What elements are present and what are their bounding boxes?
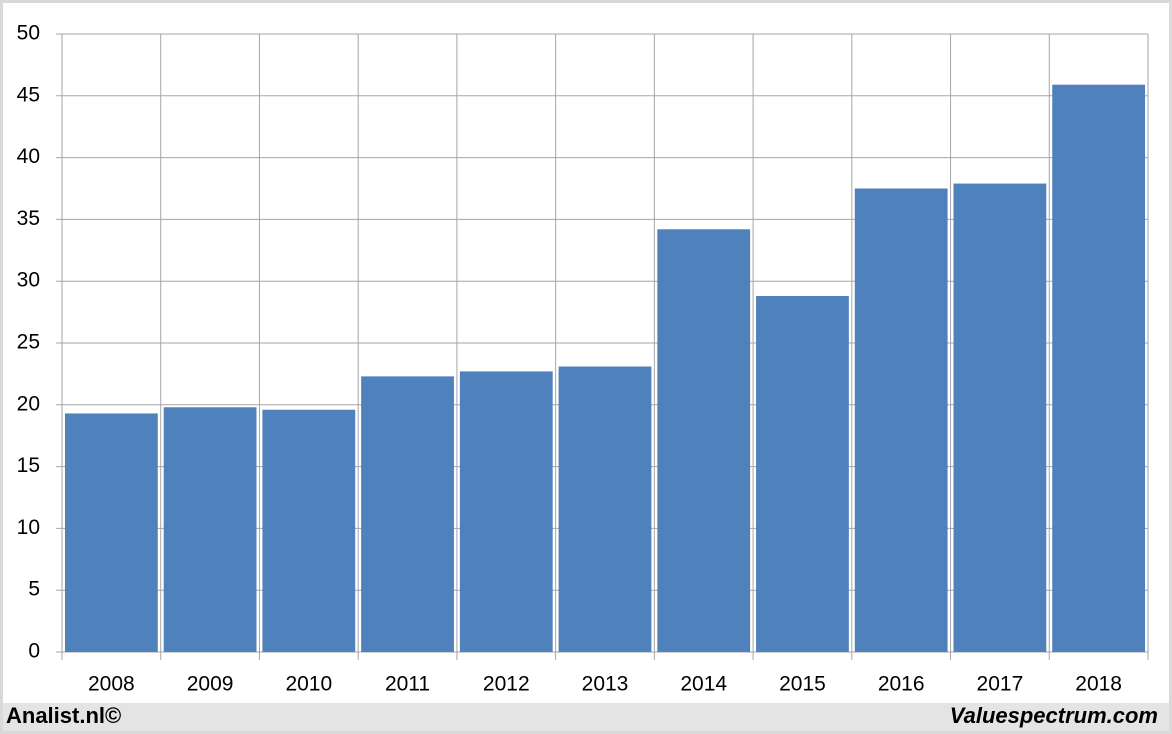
footer-strip — [3, 703, 1169, 731]
bar — [953, 183, 1047, 652]
bar — [262, 409, 356, 652]
x-tick-label: 2016 — [878, 673, 925, 696]
y-tick-label: 15 — [17, 454, 40, 477]
bar — [1052, 84, 1146, 652]
bar — [756, 296, 849, 652]
y-tick-label: 10 — [17, 516, 40, 539]
y-tick-label: 45 — [17, 83, 40, 106]
bar — [657, 229, 751, 652]
x-tick-label: 2014 — [680, 673, 727, 696]
x-tick-label: 2011 — [385, 673, 430, 696]
bar — [64, 413, 158, 652]
bar — [854, 188, 948, 652]
y-tick-label: 5 — [28, 578, 40, 601]
bar — [163, 407, 257, 652]
x-tick-label: 2010 — [285, 673, 332, 696]
x-tick-label: 2018 — [1075, 673, 1122, 696]
y-tick-label: 20 — [17, 392, 40, 415]
x-tick-label: 2015 — [779, 673, 826, 696]
y-tick-label: 50 — [17, 22, 40, 45]
x-tick-label: 2009 — [187, 673, 234, 696]
y-tick-label: 35 — [17, 207, 40, 230]
footer-left: Analist.nl© — [6, 703, 121, 728]
x-tick-label: 2008 — [88, 673, 135, 696]
y-tick-label: 25 — [17, 331, 40, 354]
y-tick-label: 30 — [17, 269, 40, 292]
x-tick-label: 2012 — [483, 673, 530, 696]
bar — [558, 366, 652, 652]
x-tick-label: 2013 — [582, 673, 629, 696]
bar — [361, 376, 454, 652]
y-tick-label: 40 — [17, 145, 40, 168]
footer-right: Valuespectrum.com — [950, 703, 1158, 728]
bar — [459, 371, 553, 652]
y-tick-label: 0 — [28, 640, 40, 663]
x-tick-label: 2017 — [977, 673, 1024, 696]
